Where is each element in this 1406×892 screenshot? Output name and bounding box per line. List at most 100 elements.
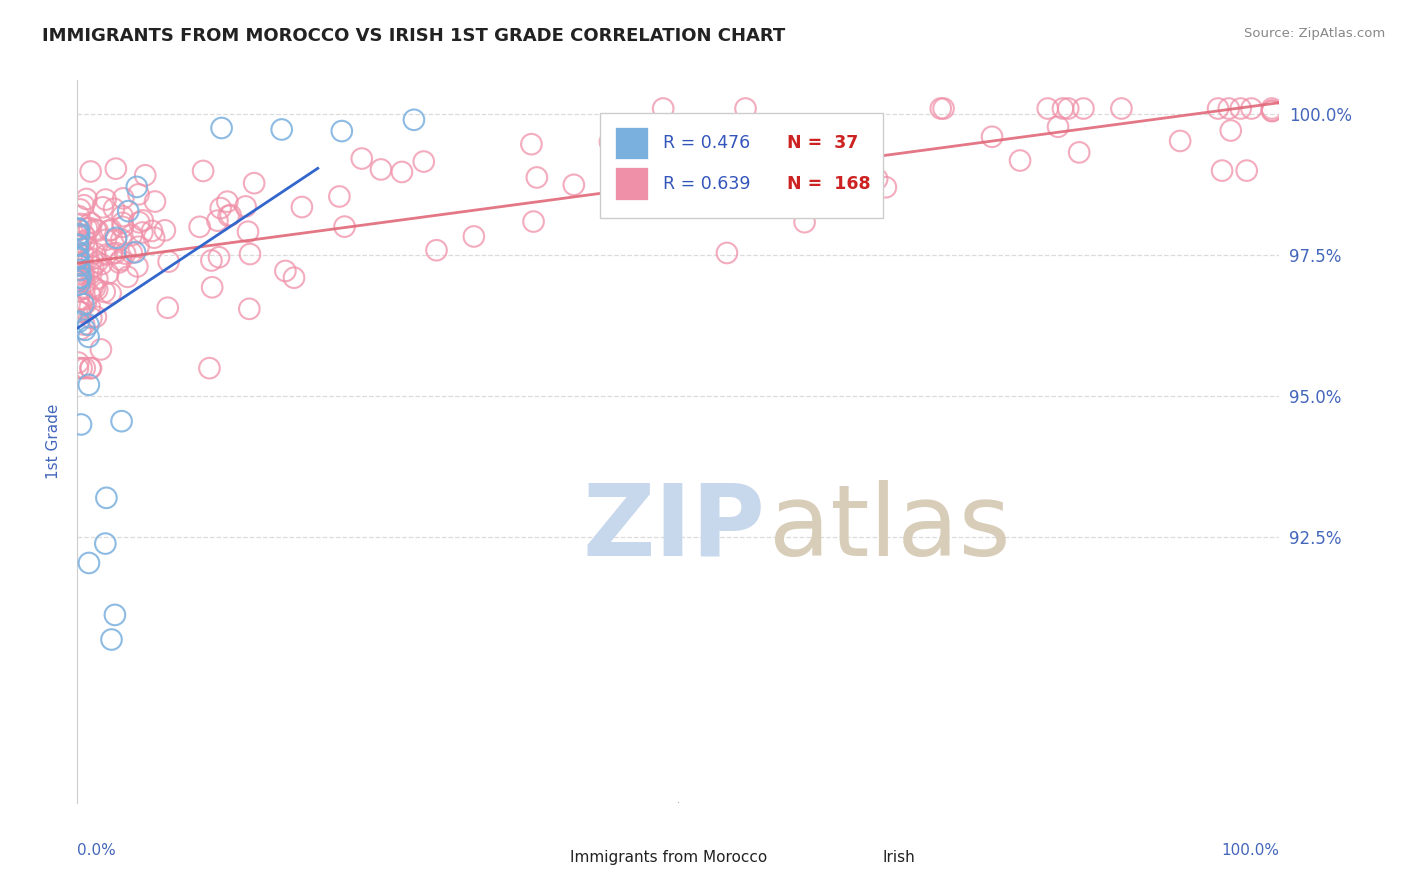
Point xyxy=(110,253,132,268)
Text: N =  168: N = 168 xyxy=(786,175,870,193)
Point xyxy=(1211,163,1233,178)
Point xyxy=(66,273,89,287)
Point xyxy=(93,285,115,299)
Text: R = 0.639: R = 0.639 xyxy=(662,175,751,193)
Point xyxy=(613,198,636,212)
Point xyxy=(111,219,134,234)
Point xyxy=(219,208,242,222)
Point xyxy=(67,315,90,329)
Text: Irish: Irish xyxy=(883,850,915,865)
Point xyxy=(156,301,179,315)
Point xyxy=(100,223,122,237)
Point xyxy=(76,221,98,235)
Point xyxy=(67,271,90,285)
Point xyxy=(114,246,136,260)
Y-axis label: 1st Grade: 1st Grade xyxy=(45,404,60,479)
Point xyxy=(86,255,108,269)
Point xyxy=(1057,102,1080,116)
Point xyxy=(370,162,392,177)
Point xyxy=(274,264,297,278)
Point xyxy=(218,209,240,223)
Point xyxy=(73,228,96,243)
Point xyxy=(77,252,100,266)
Point xyxy=(98,224,121,238)
Point xyxy=(191,164,214,178)
Point xyxy=(1236,163,1258,178)
Point xyxy=(66,361,89,376)
Point xyxy=(235,199,257,213)
Point xyxy=(66,274,89,288)
Point xyxy=(121,228,143,243)
Point xyxy=(1073,102,1095,116)
Point xyxy=(291,200,314,214)
Point xyxy=(67,227,90,241)
Point xyxy=(67,355,90,369)
Point xyxy=(79,287,101,301)
Point xyxy=(80,266,103,280)
Point xyxy=(67,274,90,288)
Point xyxy=(1008,153,1031,168)
Point xyxy=(110,414,132,428)
Point xyxy=(599,135,621,149)
Point xyxy=(121,245,143,260)
Point xyxy=(153,223,176,237)
Point xyxy=(238,301,260,316)
Point xyxy=(79,164,101,178)
Point xyxy=(402,112,425,127)
Point xyxy=(76,192,98,206)
Point xyxy=(72,292,94,306)
Text: Immigrants from Morocco: Immigrants from Morocco xyxy=(571,850,768,865)
Point xyxy=(77,330,100,344)
Point xyxy=(72,272,94,286)
Point xyxy=(67,252,90,266)
Point xyxy=(69,263,91,277)
Point xyxy=(526,170,548,185)
Point xyxy=(463,229,485,244)
Point xyxy=(981,129,1004,144)
Point xyxy=(67,293,90,308)
Point xyxy=(132,213,155,227)
Point xyxy=(73,318,96,332)
Point xyxy=(103,202,125,216)
Point xyxy=(84,281,107,295)
Point xyxy=(82,279,104,293)
Point xyxy=(124,245,146,260)
Point xyxy=(100,632,122,647)
Point xyxy=(728,194,751,208)
Point xyxy=(1168,134,1191,148)
Point xyxy=(209,201,232,215)
Point xyxy=(412,154,434,169)
Point xyxy=(72,297,94,311)
Point xyxy=(69,283,91,297)
Point xyxy=(97,267,120,281)
Point xyxy=(90,343,112,357)
Point xyxy=(105,231,128,245)
Point xyxy=(668,162,690,177)
Point xyxy=(112,191,135,205)
FancyBboxPatch shape xyxy=(614,168,648,200)
FancyBboxPatch shape xyxy=(516,847,558,869)
Point xyxy=(734,102,756,116)
Point xyxy=(652,102,675,116)
Point xyxy=(73,227,96,242)
Point xyxy=(67,258,90,272)
Point xyxy=(1261,103,1284,118)
Point xyxy=(83,246,105,260)
Point xyxy=(270,122,292,136)
Point xyxy=(96,247,118,261)
Point xyxy=(117,269,139,284)
Text: 0.0%: 0.0% xyxy=(77,843,117,857)
FancyBboxPatch shape xyxy=(614,127,648,160)
Point xyxy=(73,323,96,337)
Point xyxy=(86,283,108,297)
Point xyxy=(80,311,103,326)
Point xyxy=(69,239,91,253)
Point xyxy=(1036,102,1059,116)
Point xyxy=(141,224,163,238)
Point xyxy=(143,194,166,209)
Point xyxy=(188,219,211,234)
Point xyxy=(328,189,350,203)
Point xyxy=(330,124,353,138)
Point xyxy=(79,216,101,230)
Point xyxy=(104,607,127,622)
